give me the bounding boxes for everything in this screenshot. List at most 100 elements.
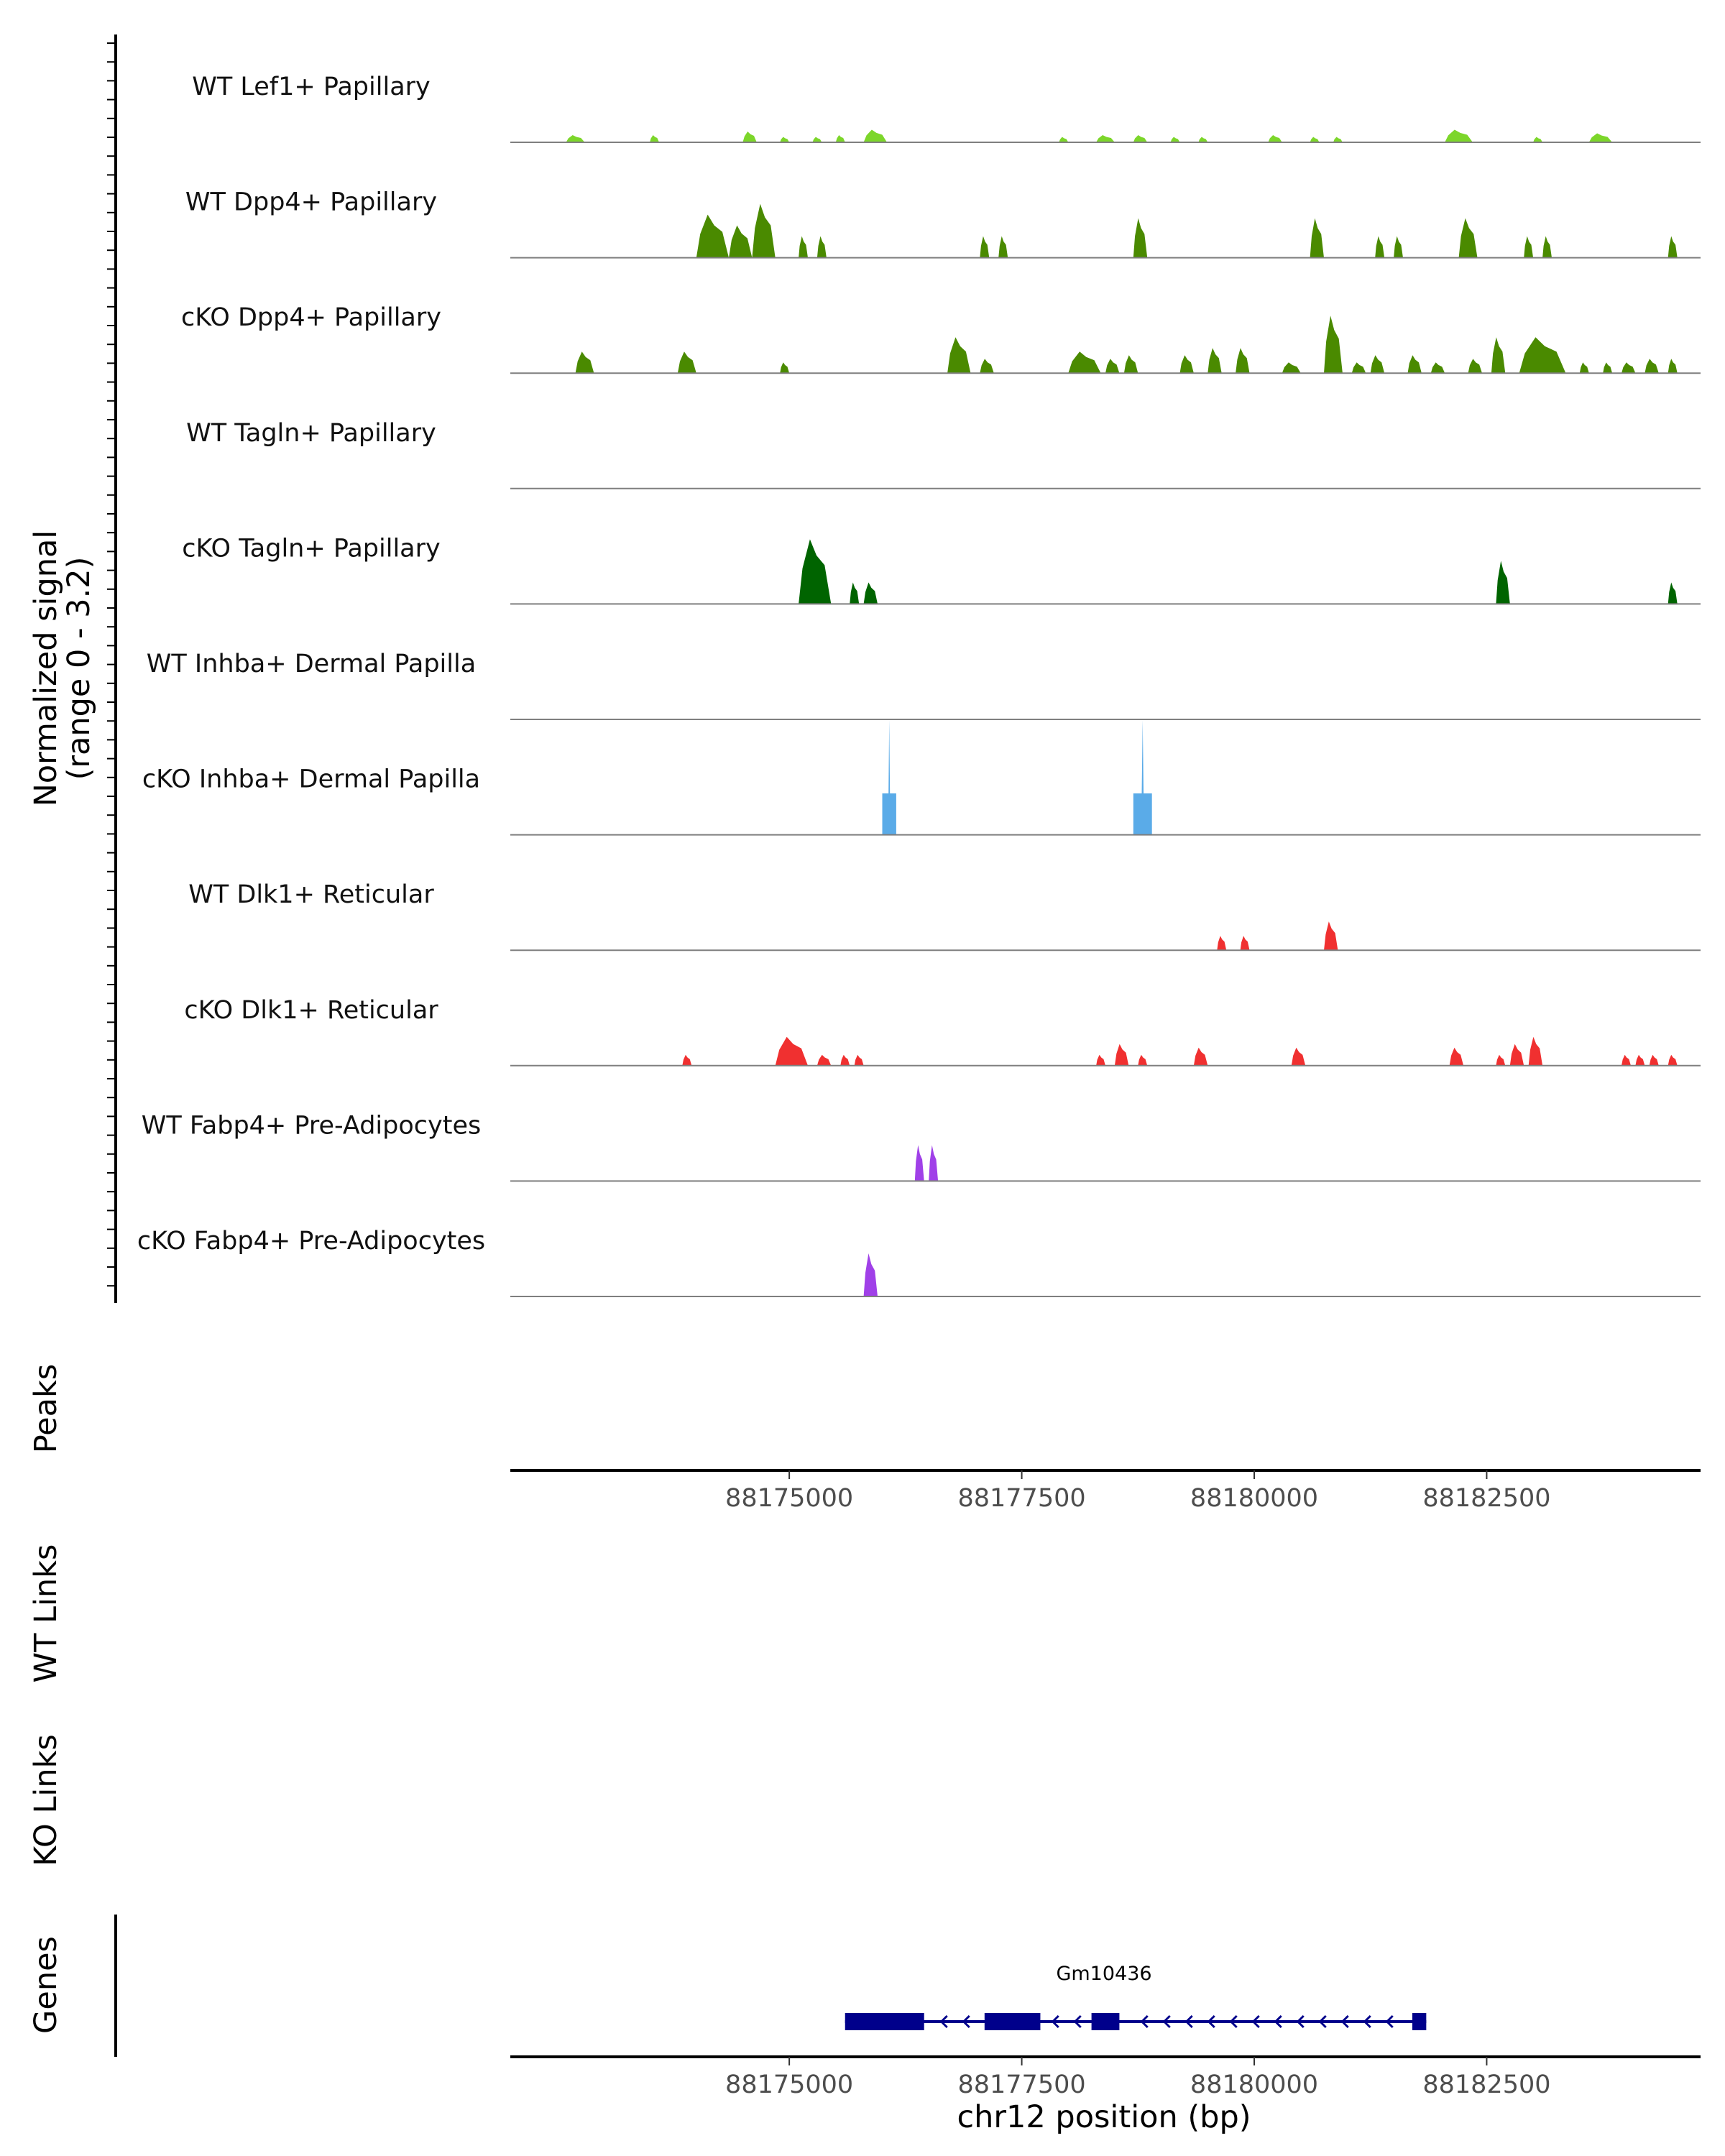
y-axis-title: Normalized signal bbox=[28, 530, 64, 807]
strand-arrow bbox=[1140, 2014, 1149, 2029]
genes-panel-label: Genes bbox=[28, 1936, 64, 2034]
signal-peak bbox=[1649, 1054, 1659, 1066]
signal-peak bbox=[980, 359, 994, 374]
signal-peak bbox=[1114, 1044, 1129, 1066]
strand-arrow bbox=[1340, 2014, 1349, 2029]
coverage-y-ticks bbox=[107, 42, 116, 1287]
signal-peak bbox=[1208, 348, 1222, 374]
signal-peak bbox=[1407, 355, 1422, 374]
signal-peak bbox=[1370, 355, 1385, 374]
track-label: WT Tagln+ Papillary bbox=[186, 419, 436, 448]
signal-peak bbox=[816, 1054, 832, 1066]
strand-arrow bbox=[1385, 2014, 1394, 2029]
track-label: cKO Fabp4+ Pre-Adipocytes bbox=[137, 1227, 485, 1256]
track: WT Fabp4+ Pre-Adipocytes bbox=[142, 1111, 1701, 1182]
signal-peak bbox=[1622, 1054, 1631, 1066]
signal-peak bbox=[1217, 936, 1227, 951]
signal-peak bbox=[1133, 218, 1148, 258]
x-tick-label: 88180000 bbox=[1190, 2070, 1318, 2099]
track: WT Dpp4+ Papillary bbox=[185, 188, 1701, 259]
signal-peak bbox=[854, 1054, 864, 1066]
ko-links-panel-label: KO Links bbox=[28, 1734, 64, 1866]
track-label: cKO Dpp4+ Papillary bbox=[181, 303, 441, 332]
signal-peak bbox=[780, 137, 790, 142]
track: WT Lef1+ Papillary bbox=[192, 73, 1701, 143]
strand-arrow bbox=[1051, 2014, 1059, 2029]
signal-peak bbox=[1603, 362, 1613, 374]
signal-peak bbox=[1068, 351, 1101, 374]
signal-peak bbox=[816, 236, 827, 258]
genes-x-ticks: 88175000 88177500 88180000 88182500 bbox=[725, 2057, 1551, 2099]
track-label: WT Inhba+ Dermal Papilla bbox=[147, 650, 476, 678]
track: WT Inhba+ Dermal Papilla bbox=[147, 650, 1701, 720]
signal-peak bbox=[1179, 355, 1194, 374]
signal-peak bbox=[1519, 337, 1566, 374]
signal-peak bbox=[1324, 921, 1338, 951]
signal-peak bbox=[1496, 561, 1510, 604]
track-label: cKO Inhba+ Dermal Papilla bbox=[142, 765, 480, 794]
signal-peak bbox=[1668, 236, 1678, 258]
signal-peak bbox=[677, 351, 696, 374]
gene-exon bbox=[845, 2013, 924, 2030]
x-tick-label: 88182500 bbox=[1422, 1484, 1550, 1513]
signal-peak bbox=[1588, 133, 1613, 142]
signal-peak bbox=[835, 135, 845, 142]
signal-peak bbox=[1291, 1047, 1306, 1066]
gene-model bbox=[845, 2013, 1427, 2030]
signal-peak bbox=[863, 582, 878, 604]
strand-arrow bbox=[962, 2014, 970, 2029]
strand-arrow bbox=[1184, 2014, 1193, 2029]
signal-peak bbox=[1268, 135, 1282, 142]
signal-peak bbox=[1528, 1036, 1543, 1066]
track-label: WT Fabp4+ Pre-Adipocytes bbox=[142, 1111, 481, 1140]
signal-peak bbox=[1668, 359, 1678, 374]
signal-peak bbox=[1375, 236, 1385, 258]
signal-peak bbox=[1198, 137, 1208, 142]
x-tick-label: 88175000 bbox=[725, 1484, 853, 1513]
signal-peak bbox=[742, 132, 757, 142]
signal-peak bbox=[1236, 348, 1250, 374]
strand-arrow bbox=[1207, 2014, 1215, 2029]
peaks-panel-label: Peaks bbox=[28, 1364, 64, 1454]
signal-peak bbox=[1524, 236, 1534, 258]
gene-exon bbox=[1412, 2013, 1427, 2030]
signal-peak bbox=[1351, 362, 1366, 374]
signal-peak bbox=[980, 236, 990, 258]
strand-arrow bbox=[1296, 2014, 1305, 2029]
signal-peak bbox=[1193, 1047, 1208, 1066]
signal-peak bbox=[1105, 359, 1120, 374]
signal-peak bbox=[1123, 355, 1138, 374]
strand-arrow bbox=[1229, 2014, 1238, 2029]
signal-peak bbox=[1533, 137, 1543, 142]
signal-peak bbox=[696, 214, 729, 258]
signal-peak bbox=[998, 236, 1008, 258]
signal-peak bbox=[1668, 1054, 1678, 1066]
peaks-x-ticks: 88175000 88177500 88180000 88182500 bbox=[725, 1470, 1551, 1513]
signal-peak bbox=[1668, 582, 1678, 604]
signal-peak bbox=[1282, 362, 1301, 374]
gene-name-label: Gm10436 bbox=[1056, 1963, 1151, 1985]
track: cKO Dlk1+ Reticular bbox=[184, 996, 1701, 1067]
signal-peak bbox=[752, 203, 776, 258]
y-axis-range-subtitle: (range 0 - 3.2) bbox=[61, 557, 97, 780]
signal-peak bbox=[780, 362, 790, 374]
signal-peak bbox=[1133, 719, 1152, 835]
signal-peak bbox=[1635, 1054, 1645, 1066]
signal-peak bbox=[1240, 936, 1250, 951]
signal-peak bbox=[1622, 362, 1636, 374]
strand-arrow bbox=[1318, 2014, 1327, 2029]
signal-peak bbox=[1310, 137, 1320, 142]
x-axis-title: chr12 position (bp) bbox=[957, 2099, 1251, 2135]
signal-peak bbox=[914, 1145, 924, 1181]
coverage-tracks: WT Lef1+ Papillary WT Dpp4+ Papillary cKO … bbox=[137, 73, 1701, 1297]
signal-peak bbox=[1449, 1047, 1464, 1066]
signal-peak bbox=[1468, 359, 1482, 374]
signal-peak bbox=[947, 337, 971, 374]
gene-exon bbox=[1091, 2013, 1120, 2030]
signal-peak bbox=[1579, 362, 1589, 374]
x-tick-label: 88177500 bbox=[957, 2070, 1085, 2099]
x-tick-label: 88177500 bbox=[957, 1484, 1085, 1513]
signal-peak bbox=[1509, 1044, 1524, 1066]
signal-peak bbox=[1138, 1054, 1148, 1066]
